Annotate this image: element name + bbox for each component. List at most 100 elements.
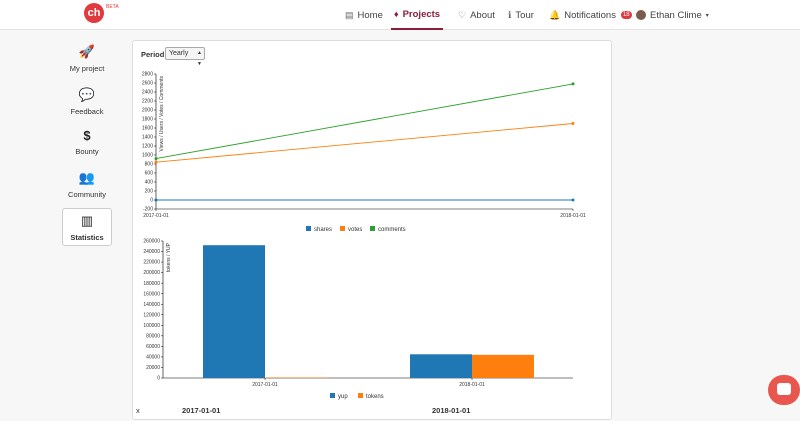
period-value: Yearly	[169, 50, 189, 57]
line-point-shares	[154, 198, 158, 202]
data-table-header: x 2017-01-01 2018-01-01	[132, 406, 612, 418]
line-chart-y-axis-label: Views / Users / Votes / Comments	[159, 76, 165, 152]
bar-chart-y-tick-label: 180000	[143, 281, 160, 287]
bar-chart-y-tick-label: 260000	[143, 239, 160, 245]
legend-swatch-votes	[340, 226, 345, 231]
nav-about[interactable]: ♡ About	[458, 0, 495, 30]
bar-chart-y-tick-label: 200000	[143, 270, 160, 276]
legend-swatch-comments	[370, 226, 375, 231]
bar-chart-y-tick-label: 60000	[146, 344, 160, 350]
line-chart-x-tick-label: 2017-01-01	[143, 213, 169, 219]
bar-chart-y-tick-label: 120000	[143, 312, 160, 318]
table-header-x: x	[136, 406, 140, 415]
line-point-votes	[571, 122, 575, 125]
nav-home[interactable]: ▤ Home	[345, 0, 383, 30]
bar-chart-y-tick-label: 160000	[143, 291, 160, 297]
line-series-comments	[155, 83, 574, 160]
sidebar-item-label: Feedback	[70, 107, 104, 116]
home-icon: ▤	[345, 9, 354, 20]
chat-launcher-button[interactable]	[768, 375, 800, 405]
user-menu[interactable]: Ethan Clime ▾	[636, 0, 709, 30]
bar-yup	[410, 354, 472, 378]
statistics-panel: Period Yearly ▲ ▼ -200 0 200 400 600 800 1000 12…	[132, 40, 612, 420]
legend-label-yup: yup	[338, 394, 348, 400]
sidebar-item-my-project[interactable]: 🚀 My project	[62, 44, 112, 82]
period-select[interactable]: Yearly ▲ ▼	[165, 47, 205, 67]
sidebar-item-community[interactable]: 👥 Community	[62, 170, 112, 208]
bar-chart-x-tick-label: 2017-01-01	[252, 382, 278, 388]
line-chart-y-tick-label: 0	[150, 198, 153, 204]
heart-icon: ♡	[458, 9, 467, 20]
bar-tokens	[265, 377, 327, 378]
chevron-down-icon: ▾	[705, 12, 709, 19]
nav-notifications[interactable]: 🔔 Notifications 18	[549, 0, 632, 30]
bar-yup	[203, 245, 265, 378]
legend-label-shares: shares	[314, 227, 332, 233]
sidebar-item-label: My project	[69, 64, 105, 73]
nav-projects[interactable]: ♦ Projects	[391, 0, 444, 30]
bar-chart-icon: ▥	[80, 213, 94, 228]
line-chart-y-tick-label: 1600	[142, 126, 153, 132]
sidebar-item-statistics[interactable]: ▥ Statistics	[62, 208, 112, 246]
nav-projects-label: Projects	[402, 8, 441, 20]
nav-home-label: Home	[357, 9, 383, 21]
line-chart-y-tick-label: 200	[145, 189, 154, 195]
line-point-votes	[154, 160, 158, 164]
avatar	[636, 10, 646, 20]
line-chart-y-tick-label: 2200	[142, 99, 153, 105]
table-header-col-2: 2018-01-01	[432, 406, 471, 415]
users-icon: 👥	[78, 170, 96, 185]
nav-tour-label: Tour	[515, 9, 534, 21]
diamond-icon: ♦	[394, 9, 399, 19]
sidebar-item-label: Statistics	[70, 233, 104, 242]
legend-label-votes: votes	[348, 227, 362, 233]
line-point-shares	[571, 198, 575, 202]
period-label: Period	[141, 50, 165, 59]
line-chart-y-tick-label: 1400	[142, 135, 153, 141]
bar-chart-y-tick-label: 100000	[143, 323, 160, 329]
line-chart-y-tick-label: -200	[143, 207, 153, 213]
bar-chart-y-tick-label: 220000	[143, 260, 160, 266]
line-chart-x-tick-label: 2018-01-01	[560, 213, 586, 219]
bar-chart-y-tick-label: 40000	[146, 355, 160, 361]
line-chart-y-tick-label: 1000	[142, 153, 153, 159]
legend-label-tokens: tokens	[366, 394, 384, 400]
line-chart-y-tick-label: 2400	[142, 90, 153, 96]
legend-swatch-shares	[306, 226, 311, 231]
speech-bubble-icon: 💬	[78, 87, 96, 102]
logo[interactable]: ch	[84, 3, 104, 23]
dollar-icon: $	[83, 128, 91, 143]
legend-label-comments: comments	[378, 227, 406, 233]
line-chart-y-tick-label: 2600	[142, 81, 153, 87]
sidebar-item-label: Community	[68, 190, 106, 199]
line-point-comments	[571, 82, 575, 86]
rocket-icon: 🚀	[78, 44, 96, 59]
user-name: Ethan Clime	[650, 9, 702, 21]
bell-icon: 🔔	[549, 9, 561, 20]
sidebar-item-feedback[interactable]: 💬 Feedback	[62, 87, 112, 125]
bar-chart-y-tick-label: 80000	[146, 333, 160, 339]
nav-notifications-label: Notifications	[564, 9, 616, 21]
chat-icon	[777, 383, 791, 395]
bar-chart-y-tick-label: 140000	[143, 302, 160, 308]
line-point-comments	[154, 157, 158, 161]
bar-chart-x-tick-label: 2018-01-01	[459, 382, 485, 388]
bar-chart-y-tick-label: 20000	[146, 365, 160, 371]
top-navbar: ch BETA ▤ Home ♦ Projects ♡ About ℹ Tour…	[0, 0, 800, 30]
table-header-col-1: 2017-01-01	[182, 406, 221, 415]
line-chart-y-tick-label: 400	[145, 180, 154, 186]
notifications-badge: 18	[620, 11, 632, 19]
sidebar-item-bounty[interactable]: $ Bounty	[62, 128, 112, 166]
legend-swatch-yup	[330, 393, 335, 398]
line-chart-y-tick-label: 600	[145, 171, 154, 177]
nav-about-label: About	[470, 9, 495, 21]
bar-tokens	[472, 354, 534, 378]
charts-svg: -200 0 200 400 600 800 1000 1200 1400 1600 1800 200…	[142, 72, 586, 400]
line-chart-y-tick-label: 2800	[142, 72, 153, 78]
bar-chart-y-axis-label: tokens / YUP	[166, 242, 172, 272]
nav-tour[interactable]: ℹ Tour	[508, 0, 534, 30]
line-chart-y-tick-label: 2000	[142, 108, 153, 114]
bar-chart-y-tick-label: 240000	[143, 249, 160, 255]
sidebar-item-label: Bounty	[75, 147, 99, 156]
line-chart-y-tick-label: 1200	[142, 144, 153, 150]
